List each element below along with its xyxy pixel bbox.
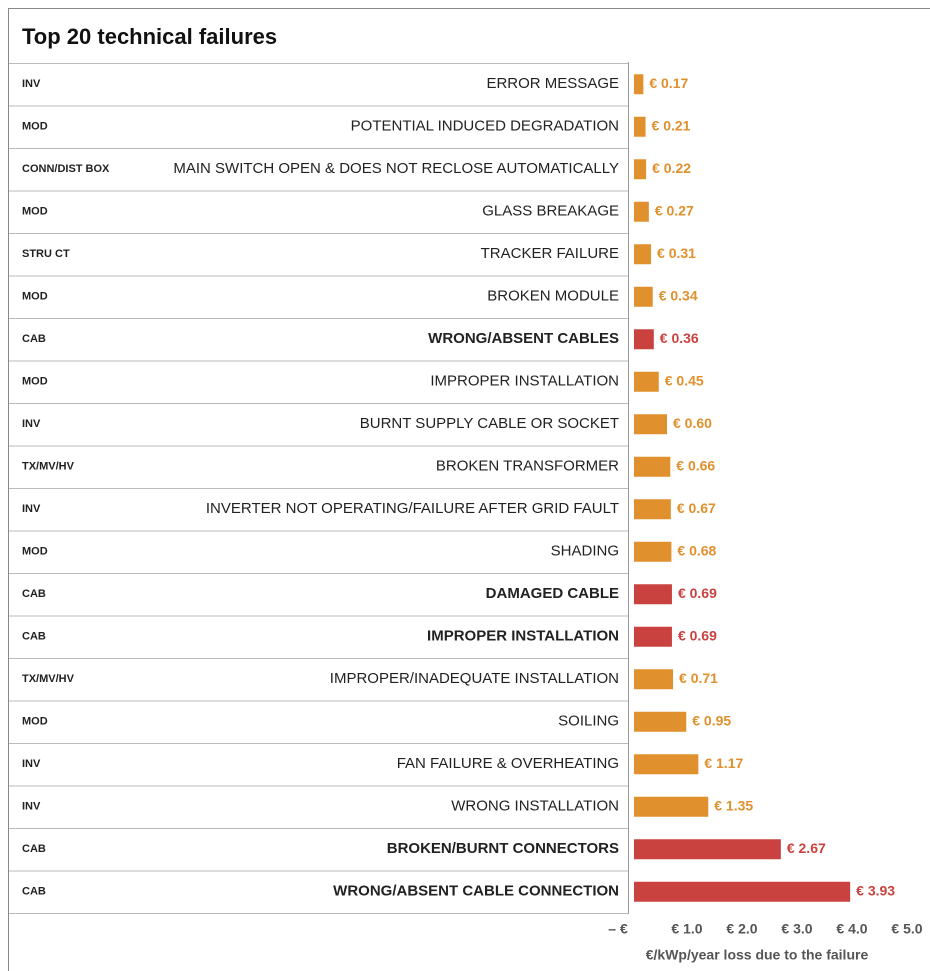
bar <box>634 541 672 562</box>
category-label: FAN FAILURE & OVERHEATING <box>397 755 619 772</box>
value-label: € 0.66 <box>676 457 715 473</box>
group-label: CAB <box>22 631 46 643</box>
category-label: WRONG INSTALLATION <box>451 798 619 815</box>
group-label: MOD <box>22 716 48 728</box>
category-label: GLASS BREAKAGE <box>482 203 619 220</box>
group-label: MOD <box>22 121 48 133</box>
group-label: MOD <box>22 291 48 303</box>
category-label: INVERTER NOT OPERATING/FAILURE AFTER GRI… <box>206 500 619 517</box>
category-label: BURNT SUPPLY CABLE OR SOCKET <box>360 415 619 432</box>
bar <box>634 286 653 307</box>
x-tick-label: € 4.0 <box>836 921 867 937</box>
x-tick-label: € 1.0 <box>671 921 702 937</box>
group-label: INV <box>22 418 41 430</box>
bar <box>634 371 659 392</box>
bar <box>634 626 672 647</box>
group-label: INV <box>22 801 41 813</box>
bar <box>634 839 781 860</box>
value-label: € 0.17 <box>649 75 688 91</box>
bar <box>634 201 649 222</box>
value-label: € 0.45 <box>665 372 704 388</box>
bar <box>634 711 687 732</box>
value-label: € 2.67 <box>787 840 826 856</box>
category-label: ERROR MESSAGE <box>486 75 619 92</box>
x-tick-label: € 3.0 <box>781 921 812 937</box>
category-label: BROKEN TRANSFORMER <box>436 458 619 475</box>
category-label: IMPROPER INSTALLATION <box>430 373 619 390</box>
bar <box>634 244 652 265</box>
bar <box>634 754 699 775</box>
category-label: WRONG/ABSENT CABLE CONNECTION <box>333 883 619 900</box>
group-label: INV <box>22 78 41 90</box>
value-label: € 0.95 <box>692 712 731 728</box>
group-label: TX/MV/HV <box>22 461 75 473</box>
value-label: € 0.71 <box>679 670 718 686</box>
bar <box>634 116 646 137</box>
value-label: € 1.17 <box>704 755 743 771</box>
category-label: BROKEN/BURNT CONNECTORS <box>387 840 619 857</box>
category-label: TRACKER FAILURE <box>481 245 619 262</box>
value-label: € 0.27 <box>655 202 694 218</box>
value-label: € 0.68 <box>677 542 716 558</box>
x-tick-label: – € <box>608 921 628 937</box>
bar <box>634 329 654 350</box>
value-label: € 0.21 <box>652 117 691 133</box>
chart-title: Top 20 technical failures <box>22 24 277 49</box>
bar <box>634 159 647 180</box>
group-label: CONN/DIST BOX <box>22 163 110 175</box>
x-tick-label: € 2.0 <box>726 921 757 937</box>
group-label: TX/MV/HV <box>22 673 75 685</box>
group-label: MOD <box>22 206 48 218</box>
bar <box>634 499 671 520</box>
category-label: WRONG/ABSENT CABLES <box>428 330 619 347</box>
value-label: € 0.34 <box>659 287 698 303</box>
x-tick-label: € 5.0 <box>891 921 922 937</box>
category-label: MAIN SWITCH OPEN & DOES NOT RECLOSE AUTO… <box>173 160 619 177</box>
bar <box>634 881 851 902</box>
bar <box>634 414 667 435</box>
group-label: MOD <box>22 376 48 388</box>
bar <box>634 74 644 95</box>
value-label: € 0.31 <box>657 245 696 261</box>
value-label: € 0.67 <box>677 500 716 516</box>
group-label: INV <box>22 503 41 515</box>
group-label: INV <box>22 758 41 770</box>
group-label: CAB <box>22 843 46 855</box>
category-label: POTENTIAL INDUCED DEGRADATION <box>351 118 619 135</box>
category-label: SHADING <box>551 543 619 560</box>
value-label: € 3.93 <box>856 882 895 898</box>
value-label: € 0.36 <box>660 330 699 346</box>
value-label: € 1.35 <box>714 797 753 813</box>
value-label: € 0.69 <box>678 627 717 643</box>
group-label: CAB <box>22 588 46 600</box>
value-label: € 0.69 <box>678 585 717 601</box>
value-label: € 0.60 <box>673 415 712 431</box>
group-label: CAB <box>22 333 46 345</box>
bar <box>634 584 672 605</box>
value-label: € 0.22 <box>652 160 691 176</box>
category-label: IMPROPER INSTALLATION <box>427 628 619 645</box>
group-label: MOD <box>22 546 48 558</box>
frame <box>8 8 930 971</box>
group-label: STRU CT <box>22 248 70 260</box>
group-label: CAB <box>22 886 46 898</box>
bar <box>634 669 674 690</box>
bar <box>634 456 671 477</box>
category-label: SOILING <box>558 713 619 730</box>
category-label: BROKEN MODULE <box>487 288 619 305</box>
bar <box>634 796 709 817</box>
x-axis-title: €/kWp/year loss due to the failure <box>646 947 869 963</box>
category-label: DAMAGED CABLE <box>486 585 619 602</box>
category-label: IMPROPER/INADEQUATE INSTALLATION <box>330 670 619 687</box>
